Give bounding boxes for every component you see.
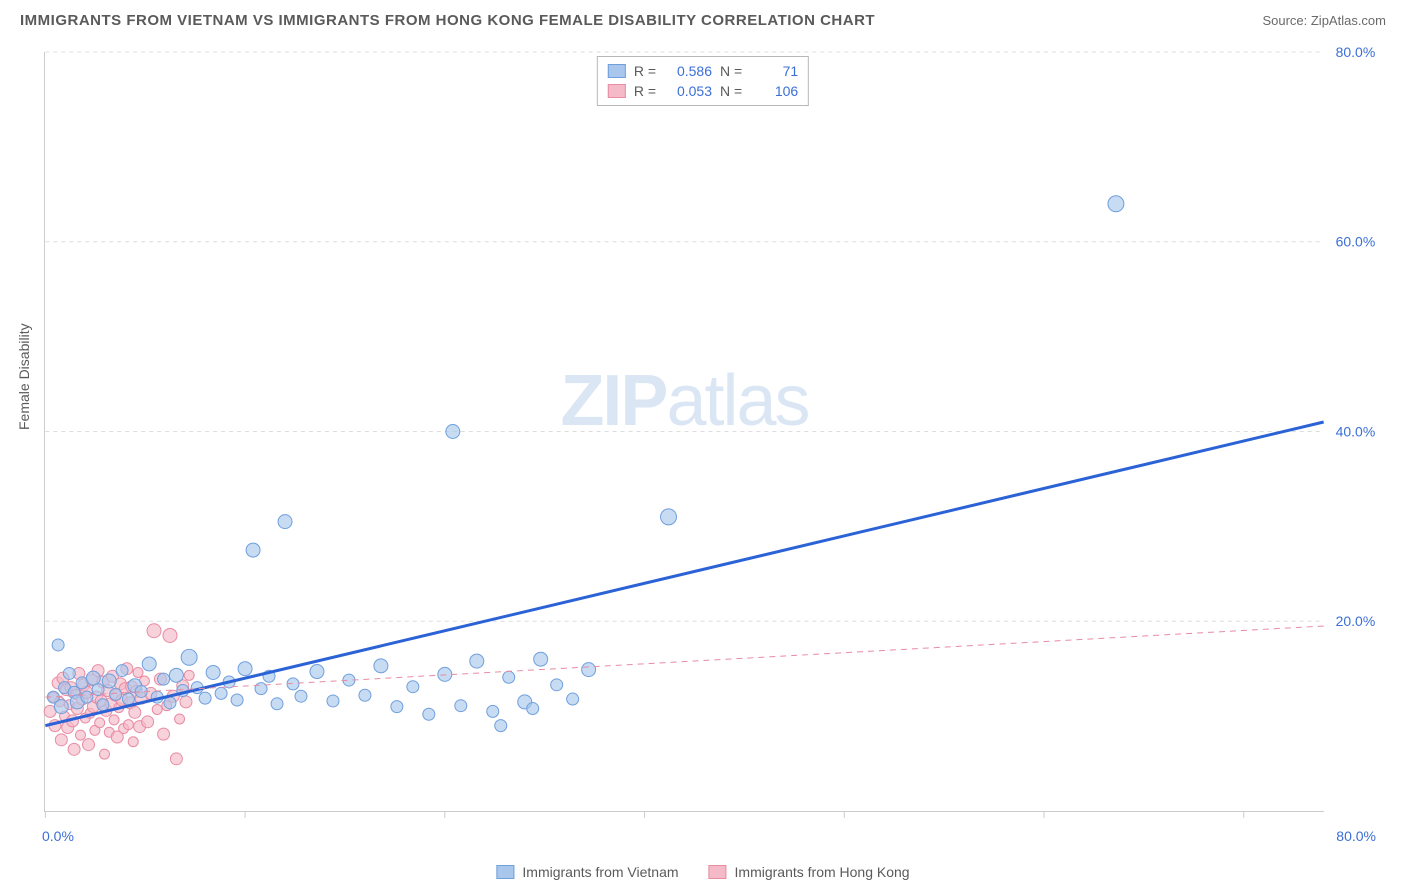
source-attribution: Source: ZipAtlas.com [1262, 13, 1386, 28]
r-label: R = [634, 63, 656, 79]
correlation-legend: R = 0.586 N = 71 R = 0.053 N = 106 [597, 56, 809, 106]
series-legend: Immigrants from Vietnam Immigrants from … [496, 864, 909, 880]
r-value-hongkong: 0.053 [664, 83, 712, 99]
svg-text:40.0%: 40.0% [1336, 423, 1376, 439]
n-label: N = [720, 63, 742, 79]
svg-text:20.0%: 20.0% [1336, 613, 1376, 629]
n-value-vietnam: 71 [750, 63, 798, 79]
legend-row-vietnam: R = 0.586 N = 71 [608, 61, 798, 81]
chart-header: IMMIGRANTS FROM VIETNAM VS IMMIGRANTS FR… [0, 0, 1406, 35]
legend-row-hongkong: R = 0.053 N = 106 [608, 81, 798, 101]
swatch-hongkong [608, 84, 626, 98]
n-label: N = [720, 83, 742, 99]
source-prefix: Source: [1262, 13, 1310, 28]
legend-item-vietnam: Immigrants from Vietnam [496, 864, 678, 880]
swatch-vietnam [608, 64, 626, 78]
legend-label-vietnam: Immigrants from Vietnam [522, 864, 678, 880]
source-link[interactable]: ZipAtlas.com [1311, 13, 1386, 28]
y-axis-label: Female Disability [16, 323, 32, 430]
scatter-svg: 20.0%40.0%60.0%80.0% [45, 52, 1324, 811]
legend-swatch-hongkong [709, 865, 727, 879]
svg-text:80.0%: 80.0% [1336, 44, 1376, 60]
x-axis-origin-label: 0.0% [42, 828, 74, 844]
legend-item-hongkong: Immigrants from Hong Kong [709, 864, 910, 880]
n-value-hongkong: 106 [750, 83, 798, 99]
r-value-vietnam: 0.586 [664, 63, 712, 79]
chart-title: IMMIGRANTS FROM VIETNAM VS IMMIGRANTS FR… [20, 12, 875, 29]
svg-text:60.0%: 60.0% [1336, 234, 1376, 250]
x-axis-max-label: 80.0% [1336, 828, 1376, 844]
r-label: R = [634, 83, 656, 99]
legend-swatch-vietnam [496, 865, 514, 879]
legend-label-hongkong: Immigrants from Hong Kong [735, 864, 910, 880]
chart-plot-area: ZIPatlas 20.0%40.0%60.0%80.0% [44, 52, 1324, 812]
plot-box: ZIPatlas 20.0%40.0%60.0%80.0% [44, 52, 1324, 812]
